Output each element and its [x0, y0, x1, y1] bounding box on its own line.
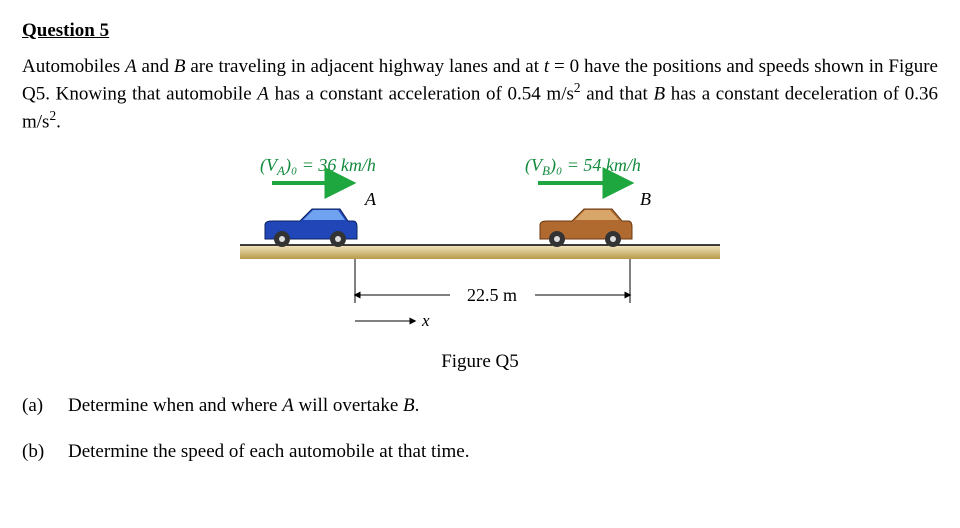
x-axis-label: x	[421, 311, 430, 330]
ground	[240, 245, 720, 259]
part-b: (b) Determine the speed of each automobi…	[22, 439, 938, 465]
part-b-label: (b)	[22, 439, 68, 465]
figure-svg: (VA)₀ = 36 km/h (VB)₀ = 54 km/h A B	[220, 153, 740, 343]
car-a	[265, 209, 357, 247]
vb-label: (VB)₀ = 54 km/h	[525, 155, 641, 178]
car-b	[540, 209, 632, 247]
distance-label: 22.5 m	[467, 285, 517, 305]
question-title: Question 5	[22, 18, 938, 44]
part-a-text: Determine when and where A will overtake…	[68, 393, 419, 419]
car-b-letter: B	[640, 189, 651, 209]
part-a: (a) Determine when and where A will over…	[22, 393, 938, 419]
car-a-letter: A	[364, 189, 377, 209]
va-label: (VA)₀ = 36 km/h	[260, 155, 376, 178]
question-prompt: Automobiles A and B are traveling in adj…	[22, 54, 938, 136]
figure-caption: Figure Q5	[220, 349, 740, 375]
part-b-text: Determine the speed of each automobile a…	[68, 439, 470, 465]
figure-container: (VA)₀ = 36 km/h (VB)₀ = 54 km/h A B	[22, 153, 938, 375]
parts: (a) Determine when and where A will over…	[22, 393, 938, 464]
part-a-label: (a)	[22, 393, 68, 419]
